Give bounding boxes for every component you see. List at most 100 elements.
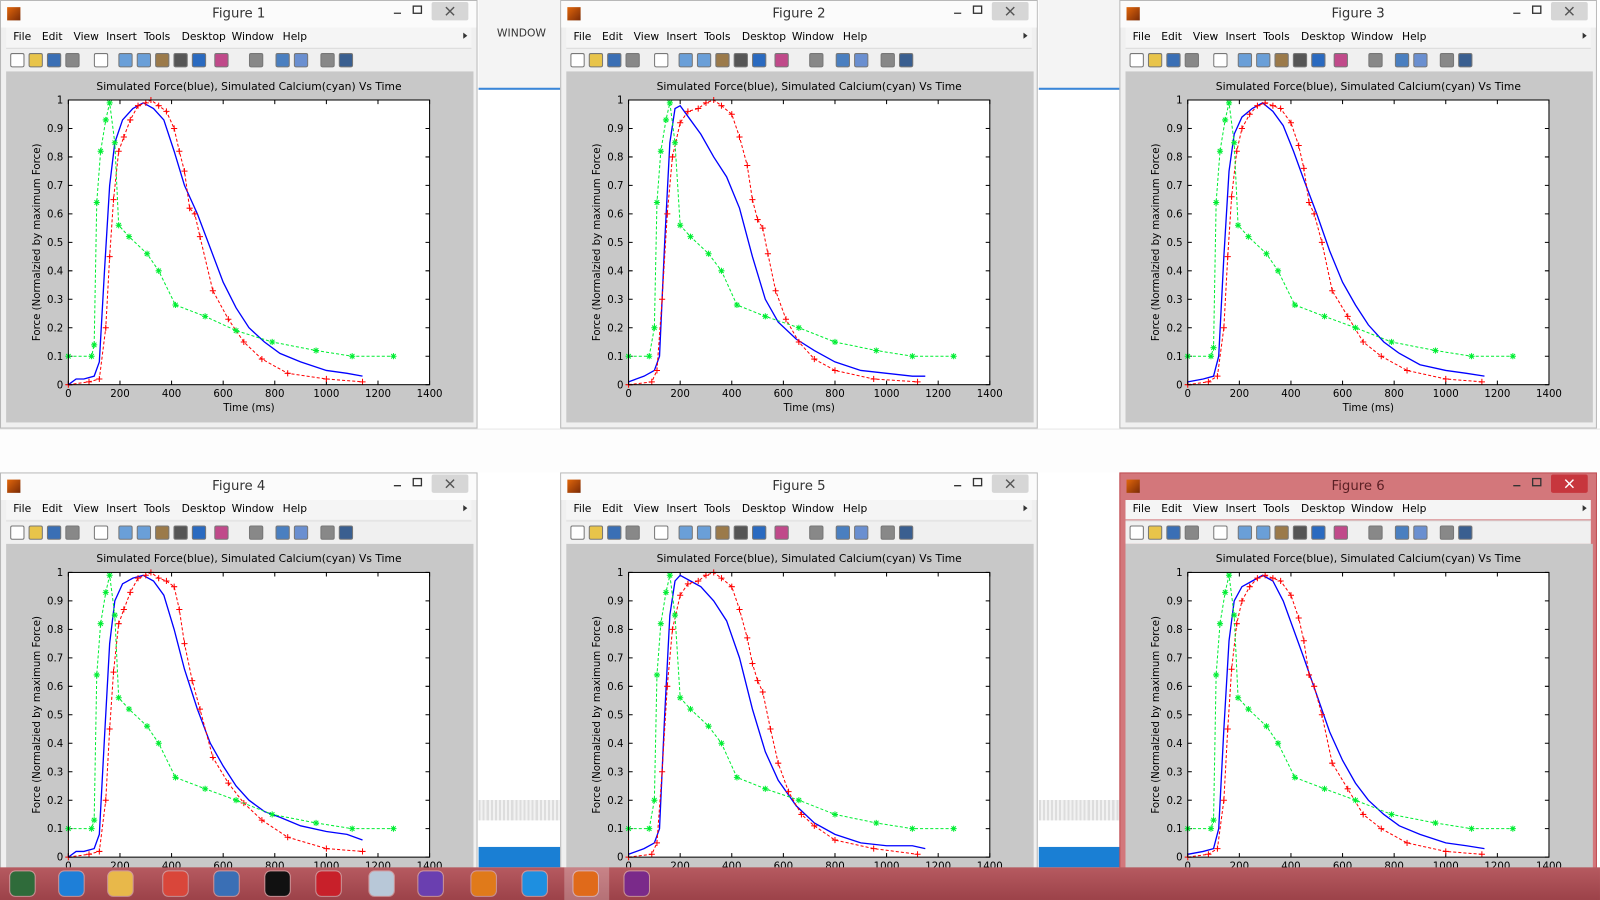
toolbar-button[interactable]: [607, 53, 622, 68]
window-controls[interactable]: [1510, 1, 1592, 23]
menu-item[interactable]: Window: [791, 30, 835, 43]
menu-overflow[interactable]: [463, 32, 468, 39]
toolbar-button[interactable]: [10, 525, 25, 540]
menu-overflow[interactable]: [463, 505, 468, 512]
menu-item[interactable]: File: [13, 503, 32, 516]
menu-item[interactable]: Desktop: [181, 503, 226, 516]
toolbar-button[interactable]: [1394, 525, 1410, 540]
taskbar-icon[interactable]: [573, 871, 598, 896]
toolbar-button[interactable]: [155, 525, 170, 540]
menu-item[interactable]: Desktop: [1301, 503, 1346, 516]
taskbar-icon[interactable]: [108, 871, 133, 896]
toolbar-button[interactable]: [214, 53, 229, 68]
toolbar-button[interactable]: [136, 525, 152, 540]
toolbar-button[interactable]: [715, 525, 730, 540]
window-controls[interactable]: [391, 473, 473, 495]
toolbar-button[interactable]: [248, 53, 264, 68]
toolbar-button[interactable]: [275, 53, 290, 68]
toolbar-button[interactable]: [898, 53, 914, 68]
menu-item[interactable]: Insert: [666, 30, 698, 43]
menu-item[interactable]: Insert: [666, 503, 698, 516]
toolbar-button[interactable]: [1292, 53, 1308, 68]
toolbar-button[interactable]: [173, 525, 188, 540]
toolbar-button[interactable]: [136, 53, 152, 68]
toolbar-button[interactable]: [733, 525, 748, 540]
toolbar-button[interactable]: [93, 525, 109, 540]
taskbar-icon[interactable]: [214, 871, 239, 896]
taskbar-icon[interactable]: [522, 871, 547, 896]
menu-item[interactable]: Tools: [143, 503, 171, 516]
toolbar-button[interactable]: [1413, 525, 1428, 540]
toolbar-button[interactable]: [248, 525, 264, 540]
toolbar-button[interactable]: [654, 53, 669, 68]
toolbar-button[interactable]: [835, 53, 850, 68]
toolbar-button[interactable]: [1413, 53, 1428, 68]
taskbar-icon[interactable]: [163, 871, 188, 896]
toolbar-button[interactable]: [1333, 53, 1348, 68]
menu-item[interactable]: Tools: [1263, 503, 1290, 516]
menu-item[interactable]: Desktop: [1301, 30, 1346, 43]
toolbar-button[interactable]: [320, 53, 335, 68]
toolbar-button[interactable]: [809, 525, 824, 540]
toolbar-button[interactable]: [1147, 53, 1163, 68]
menu-item[interactable]: Help: [842, 30, 868, 43]
toolbar-button[interactable]: [1147, 525, 1163, 540]
toolbar-button[interactable]: [1274, 53, 1289, 68]
toolbar-button[interactable]: [155, 53, 170, 68]
menu-item[interactable]: Window: [791, 503, 835, 516]
menu-overflow[interactable]: [1023, 32, 1028, 39]
menu-item[interactable]: Tools: [704, 30, 731, 43]
menu-item[interactable]: Insert: [1225, 30, 1257, 43]
toolbar-button[interactable]: [1129, 53, 1144, 68]
toolbar-button[interactable]: [65, 525, 80, 540]
toolbar-button[interactable]: [93, 53, 109, 68]
toolbar-button[interactable]: [1458, 525, 1473, 540]
menu-item[interactable]: Window: [231, 503, 274, 516]
menu-item[interactable]: Help: [282, 30, 308, 43]
toolbar-button[interactable]: [293, 525, 309, 540]
toolbar-button[interactable]: [625, 53, 640, 68]
menu-item[interactable]: Help: [842, 503, 868, 516]
ribbon-tab[interactable]: WINDOW: [496, 27, 546, 40]
toolbar-button[interactable]: [28, 525, 43, 540]
toolbar-button[interactable]: [696, 525, 712, 540]
menu-item[interactable]: Desktop: [741, 503, 787, 516]
menu-item[interactable]: View: [1192, 30, 1219, 43]
toolbar-button[interactable]: [1129, 525, 1144, 540]
toolbar-button[interactable]: [1394, 53, 1410, 68]
toolbar-button[interactable]: [118, 53, 133, 68]
toolbar-button[interactable]: [1311, 525, 1326, 540]
menu-item[interactable]: View: [73, 30, 99, 43]
toolbar-button[interactable]: [191, 53, 207, 68]
toolbar-button[interactable]: [854, 525, 869, 540]
toolbar-button[interactable]: [898, 525, 914, 540]
menu-item[interactable]: View: [633, 30, 660, 43]
menu-item[interactable]: Window: [231, 30, 274, 43]
toolbar-button[interactable]: [1213, 525, 1228, 540]
toolbar-button[interactable]: [1458, 53, 1473, 68]
menu-item[interactable]: Tools: [704, 503, 731, 516]
taskbar-icon[interactable]: [471, 871, 496, 896]
menu-item[interactable]: Desktop: [741, 30, 787, 43]
toolbar-button[interactable]: [1184, 525, 1199, 540]
window-controls[interactable]: [391, 1, 473, 23]
toolbar-button[interactable]: [293, 53, 309, 68]
toolbar-button[interactable]: [570, 525, 585, 540]
menu-item[interactable]: View: [73, 503, 99, 516]
menu-overflow[interactable]: [1582, 32, 1587, 39]
toolbar-button[interactable]: [835, 525, 850, 540]
menu-item[interactable]: Help: [282, 503, 308, 516]
toolbar-button[interactable]: [1237, 525, 1253, 540]
menu-item[interactable]: Tools: [143, 30, 171, 43]
window-controls[interactable]: [1510, 473, 1592, 495]
menu-item[interactable]: Insert: [1225, 503, 1257, 516]
toolbar-button[interactable]: [1274, 525, 1289, 540]
toolbar-button[interactable]: [733, 53, 748, 68]
menu-overflow[interactable]: [1582, 505, 1587, 512]
menu-item[interactable]: Insert: [106, 503, 137, 516]
toolbar-button[interactable]: [715, 53, 730, 68]
toolbar-button[interactable]: [1311, 53, 1326, 68]
toolbar-button[interactable]: [854, 53, 869, 68]
toolbar-button[interactable]: [1256, 53, 1271, 68]
menu-item[interactable]: File: [573, 30, 592, 43]
